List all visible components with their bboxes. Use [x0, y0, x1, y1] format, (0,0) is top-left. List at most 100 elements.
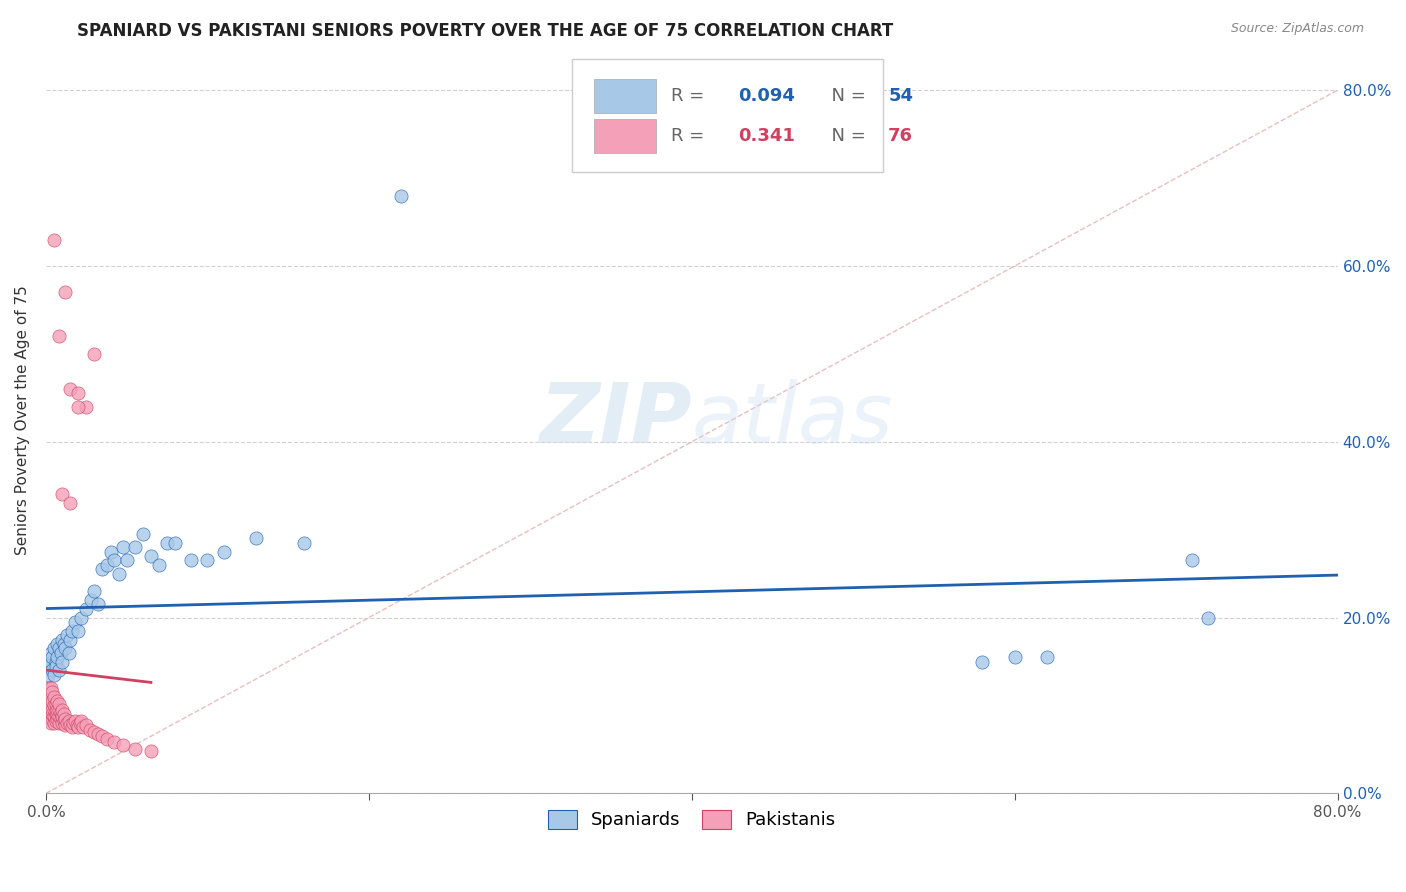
Point: [45, 659, 67, 673]
Point: [1036, 650, 1059, 665]
Point: [46, 703, 69, 717]
Point: [42, 690, 65, 704]
Point: [67, 400, 90, 414]
Point: [69, 716, 91, 731]
Point: [51, 655, 73, 669]
Point: [96, 558, 118, 572]
Point: [42, 233, 65, 247]
Point: [80, 593, 103, 607]
Point: [37, 685, 59, 699]
Point: [96, 731, 118, 746]
Text: N =: N =: [820, 87, 872, 105]
Point: [39, 707, 62, 722]
Point: [38, 698, 60, 713]
Legend: Spaniards, Pakistanis: Spaniards, Pakistanis: [540, 803, 844, 837]
Point: [42, 641, 65, 656]
Text: atlas: atlas: [692, 379, 893, 460]
Point: [52, 714, 75, 729]
Point: [39, 681, 62, 695]
Point: [59, 496, 82, 510]
Point: [46, 637, 69, 651]
Point: [51, 709, 73, 723]
Y-axis label: Seniors Poverty Over the Age of 75: Seniors Poverty Over the Age of 75: [15, 285, 30, 555]
Point: [45, 707, 67, 722]
Point: [67, 386, 90, 401]
Point: [83, 584, 105, 599]
Text: R =: R =: [671, 87, 710, 105]
Point: [67, 720, 90, 734]
Point: [48, 697, 70, 711]
Point: [60, 720, 83, 734]
Point: [45, 655, 67, 669]
Point: [156, 536, 179, 550]
Point: [45, 703, 67, 717]
Point: [42, 698, 65, 713]
Point: [59, 718, 82, 732]
Point: [41, 650, 63, 665]
Point: [39, 703, 62, 717]
Point: [42, 703, 65, 717]
Point: [103, 735, 125, 749]
Point: [52, 637, 75, 651]
Point: [245, 532, 267, 546]
Point: [37, 667, 59, 681]
Point: [180, 553, 202, 567]
Point: [60, 624, 83, 638]
Point: [1198, 610, 1220, 624]
Point: [112, 540, 135, 554]
Point: [38, 681, 60, 695]
Point: [58, 714, 80, 729]
Text: 0.094: 0.094: [738, 87, 796, 105]
Point: [41, 694, 63, 708]
Point: [48, 641, 70, 656]
Point: [46, 650, 69, 665]
Point: [1004, 650, 1026, 665]
Point: [58, 646, 80, 660]
Point: [197, 553, 219, 567]
Point: [91, 729, 114, 743]
Point: [103, 553, 125, 567]
FancyBboxPatch shape: [572, 59, 883, 172]
Point: [39, 646, 62, 660]
Point: [212, 544, 235, 558]
Point: [45, 714, 67, 729]
Point: [39, 655, 62, 669]
Point: [1181, 553, 1204, 567]
FancyBboxPatch shape: [593, 79, 655, 113]
Text: 54: 54: [889, 87, 912, 105]
Point: [39, 716, 62, 731]
Point: [49, 706, 72, 720]
Text: ZIP: ZIP: [538, 379, 692, 460]
Point: [53, 712, 76, 726]
Point: [41, 703, 63, 717]
Point: [79, 723, 101, 737]
Point: [49, 646, 72, 660]
Point: [46, 707, 69, 722]
Text: Source: ZipAtlas.com: Source: ZipAtlas.com: [1230, 22, 1364, 36]
Point: [67, 624, 90, 638]
Point: [59, 632, 82, 647]
Point: [53, 285, 76, 300]
Text: SPANIARD VS PAKISTANI SENIORS POVERTY OVER THE AGE OF 75 CORRELATION CHART: SPANIARD VS PAKISTANI SENIORS POVERTY OV…: [77, 22, 894, 40]
Point: [41, 712, 63, 726]
Point: [66, 718, 89, 732]
Point: [45, 697, 67, 711]
Point: [165, 536, 187, 550]
Point: [91, 562, 114, 576]
Point: [70, 610, 93, 624]
Point: [148, 558, 170, 572]
Point: [124, 540, 146, 554]
Point: [86, 598, 108, 612]
Point: [56, 716, 79, 731]
Point: [139, 744, 162, 758]
Point: [53, 641, 76, 656]
Text: R =: R =: [671, 127, 710, 145]
Point: [62, 716, 84, 731]
Point: [37, 707, 59, 722]
Point: [124, 742, 146, 756]
Point: [41, 663, 63, 677]
Point: [389, 188, 412, 202]
Point: [51, 487, 73, 501]
Point: [48, 709, 70, 723]
Point: [38, 690, 60, 704]
